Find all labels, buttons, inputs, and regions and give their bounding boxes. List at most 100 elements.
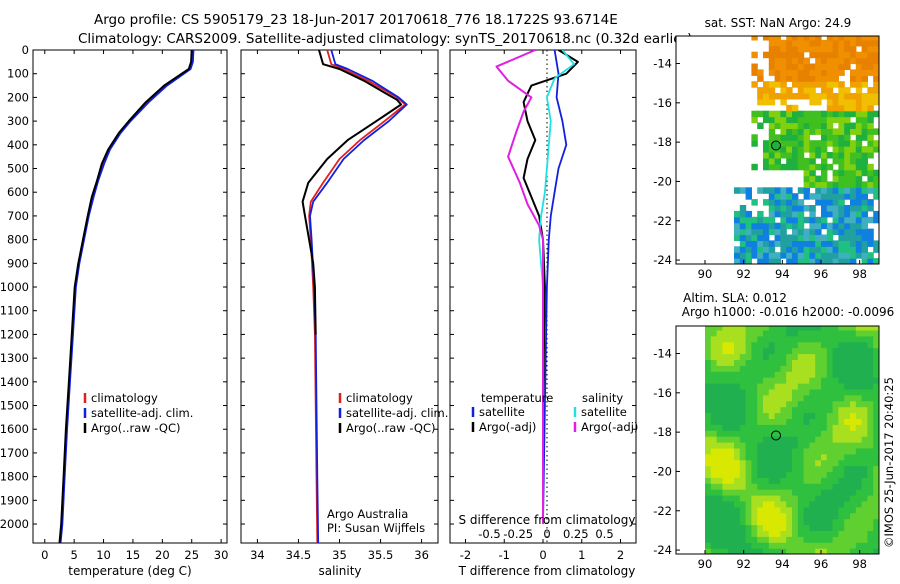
map-cell [745,477,752,484]
map-cell [786,500,793,508]
map-cell [867,116,874,124]
map-cell [826,193,834,200]
map-cell [879,81,885,88]
map-cell [879,205,885,212]
map-cell [745,459,752,467]
map-cell [815,477,822,484]
map-cell [728,394,735,402]
map-cell [815,483,822,490]
map-cell [763,483,770,490]
map-cell [757,75,764,82]
map-cell [803,75,810,82]
map-cell [821,500,828,508]
map-cell [832,518,839,526]
map-cell [792,63,799,70]
map-cell [768,447,776,455]
map-cell [728,424,735,431]
map-cell [728,506,735,514]
map-cell [855,459,863,467]
map-cell [850,524,857,531]
map-cell [734,400,741,408]
map-cell [745,506,752,514]
map-cell [780,341,787,349]
map-cell [768,63,776,70]
map-cell [826,51,834,59]
map-cell [861,471,868,478]
map-cell [821,335,828,343]
map-cell [774,122,781,129]
map-cell [855,39,863,47]
map-cell [855,75,863,82]
map-cell [803,63,810,70]
map-cell [797,110,805,118]
map-cell [763,87,770,94]
map-cell [751,483,758,490]
map-cell [838,57,845,65]
map-cell [838,205,845,212]
map-cell [873,530,879,537]
map-cell [809,471,816,478]
map-cell [763,234,770,241]
map-cell [832,436,839,443]
map-cell [768,377,776,384]
map-cell [809,371,816,378]
map-cell [821,87,828,94]
map-cell [710,394,718,402]
map-cell [797,347,805,355]
map-cell [780,524,787,531]
map-cell [873,210,879,218]
map-cell [821,471,828,478]
map-cell [768,394,776,402]
map-cell [763,530,770,537]
map-cell [786,326,793,331]
map-cell [739,442,747,449]
map-cell [867,36,874,41]
map-cell [768,412,776,419]
map-cell [838,365,845,372]
map-cell [716,335,723,343]
map-cell [861,335,868,343]
map-cell [867,430,874,437]
map-cell [751,329,758,337]
map-cell [797,69,805,76]
map-cell [809,210,816,218]
map-cell [705,365,712,372]
depth-tick-label: 1700 [0,446,29,460]
map-ytick-label: -24 [653,253,672,267]
map-cell [850,418,857,425]
map-cell [768,81,776,88]
map-cell [705,329,712,337]
map-cell [722,394,729,402]
map-cell [873,447,879,455]
map-cell [728,518,735,526]
map-cell [705,400,712,408]
map-cell [786,187,793,194]
map-cell [873,524,879,531]
map-cell [815,199,822,206]
map-cell [780,436,787,443]
map-cell [774,524,781,531]
map-cell [850,175,857,183]
map-cell [873,542,879,549]
map-cell [826,353,834,360]
map-cell [803,216,810,224]
map-xtick-label: 96 [814,267,829,281]
s-diff-tick-label: 0.25 [563,527,589,541]
map-cell [815,365,822,372]
map-cell [855,81,863,88]
map-cell [873,394,879,402]
map-cell [786,548,793,554]
map-cell [821,199,828,206]
map-cell [734,341,741,349]
sst-map-axes [675,35,880,265]
map-cell [821,128,828,135]
map-cell [855,329,863,337]
map-cell [734,477,741,484]
map-cell [722,388,729,396]
map-cell [809,146,816,153]
map-cell [850,163,857,171]
map-cell [763,146,770,153]
map-cell [774,252,781,259]
map-cell [786,45,793,53]
